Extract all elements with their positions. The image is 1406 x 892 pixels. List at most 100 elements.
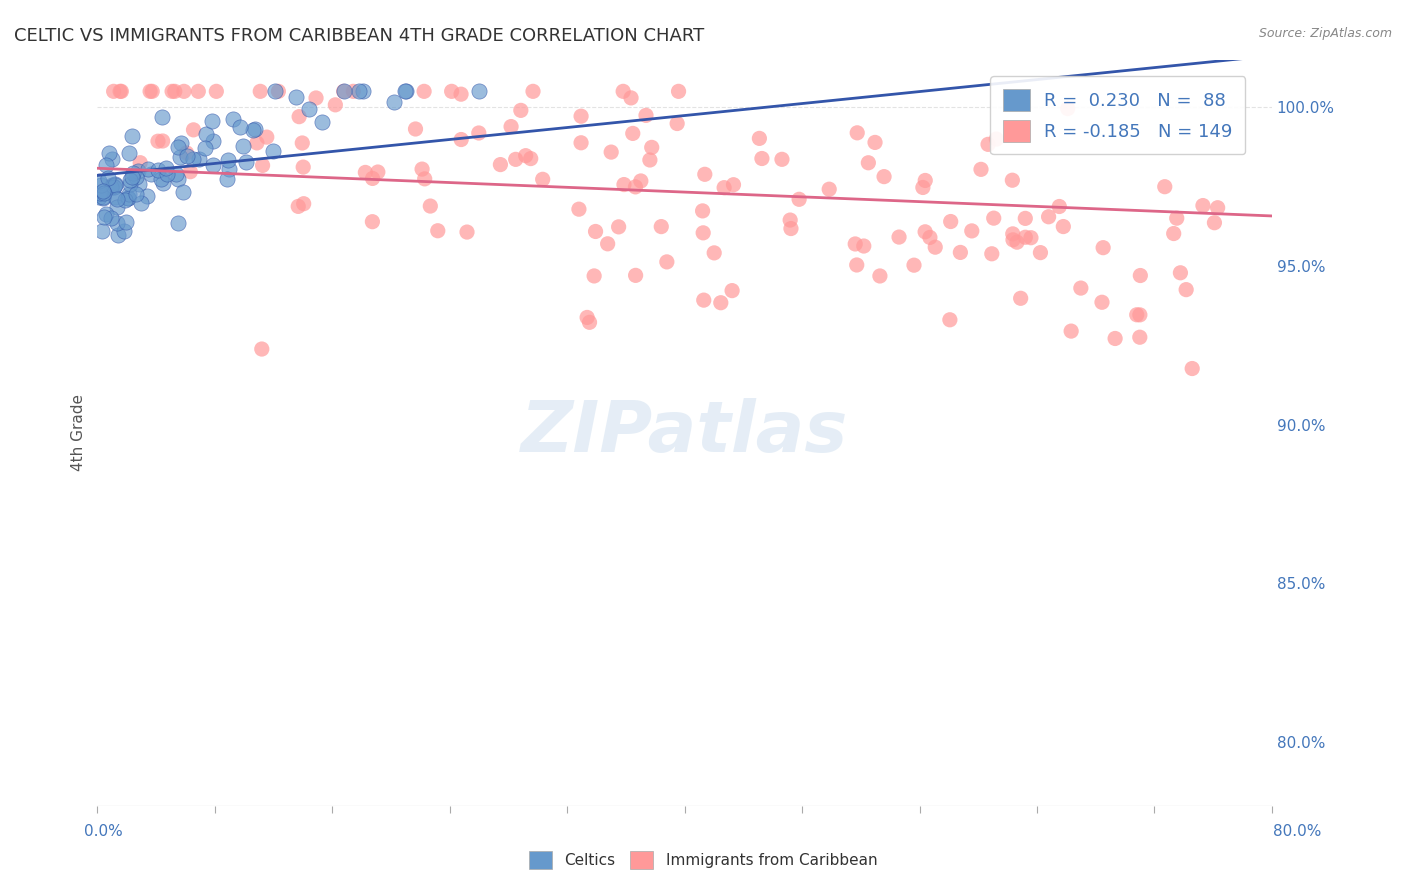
Point: [217, 172, 239, 186]
Point: [1052, 219, 1074, 234]
Point: [650, 219, 672, 234]
Point: [903, 258, 925, 272]
Point: [176, 145, 198, 160]
Point: [939, 312, 962, 326]
Point: [243, 122, 266, 136]
Point: [1129, 330, 1152, 344]
Point: [101, 178, 124, 193]
Point: [630, 174, 652, 188]
Point: [138, 161, 160, 176]
Point: [569, 109, 592, 123]
Point: [118, 146, 141, 161]
Point: [125, 187, 148, 202]
Point: [1129, 268, 1152, 283]
Legend: R =  0.230   N =  88, R = -0.185   N = 149: R = 0.230 N = 88, R = -0.185 N = 149: [990, 76, 1246, 154]
Point: [104, 190, 127, 204]
Point: [1047, 200, 1070, 214]
Point: [1163, 227, 1185, 241]
Point: [1125, 308, 1147, 322]
Point: [361, 171, 384, 186]
Point: [128, 177, 150, 191]
Point: [624, 180, 647, 194]
Point: [367, 165, 389, 179]
Point: [108, 84, 131, 98]
Point: [780, 221, 803, 235]
Point: [1206, 201, 1229, 215]
Point: [621, 127, 644, 141]
Point: [873, 169, 896, 184]
Point: [121, 129, 143, 144]
Point: [105, 200, 128, 214]
Point: [305, 91, 328, 105]
Point: [139, 168, 162, 182]
Point: [91, 192, 114, 206]
Point: [612, 84, 634, 98]
Point: [97, 146, 120, 161]
Point: [949, 245, 972, 260]
Point: [655, 255, 678, 269]
Point: [112, 224, 135, 238]
Point: [129, 196, 152, 211]
Point: [846, 126, 869, 140]
Point: [1038, 210, 1060, 224]
Point: [156, 167, 179, 181]
Point: [620, 91, 643, 105]
Point: [468, 84, 491, 98]
Point: [160, 84, 183, 98]
Point: [101, 153, 124, 167]
Point: [284, 89, 307, 103]
Point: [624, 268, 647, 283]
Point: [980, 247, 1002, 261]
Point: [668, 84, 690, 98]
Point: [155, 161, 177, 176]
Point: [863, 136, 886, 150]
Point: [136, 189, 159, 203]
Point: [569, 136, 592, 150]
Point: [361, 215, 384, 229]
Point: [354, 165, 377, 179]
Point: [576, 310, 599, 325]
Point: [939, 214, 962, 228]
Point: [97, 170, 120, 185]
Point: [141, 84, 163, 98]
Point: [256, 130, 278, 145]
Point: [298, 102, 321, 116]
Point: [235, 155, 257, 169]
Point: [118, 186, 141, 201]
Point: [163, 84, 186, 98]
Text: CELTIC VS IMMIGRANTS FROM CARIBBEAN 4TH GRADE CORRELATION CHART: CELTIC VS IMMIGRANTS FROM CARIBBEAN 4TH …: [14, 27, 704, 45]
Point: [121, 170, 143, 185]
Point: [117, 192, 139, 206]
Point: [1001, 173, 1024, 187]
Point: [179, 164, 201, 178]
Point: [187, 84, 209, 98]
Point: [1181, 361, 1204, 376]
Point: [105, 192, 128, 206]
Point: [352, 84, 374, 98]
Point: [90, 178, 112, 193]
Point: [751, 152, 773, 166]
Point: [983, 211, 1005, 226]
Point: [395, 84, 418, 98]
Text: 0.0%: 0.0%: [84, 824, 124, 838]
Point: [713, 180, 735, 194]
Point: [333, 84, 356, 98]
Point: [146, 162, 169, 177]
Point: [287, 199, 309, 213]
Point: [1153, 179, 1175, 194]
Point: [1019, 231, 1042, 245]
Point: [93, 211, 115, 225]
Point: [666, 116, 689, 130]
Point: [114, 194, 136, 208]
Point: [858, 155, 880, 169]
Point: [349, 84, 371, 98]
Point: [568, 202, 591, 217]
Point: [522, 84, 544, 98]
Point: [288, 110, 311, 124]
Point: [960, 224, 983, 238]
Point: [1175, 283, 1198, 297]
Point: [693, 167, 716, 181]
Point: [413, 84, 436, 98]
Text: ZIPatlas: ZIPatlas: [522, 398, 848, 467]
Point: [176, 149, 198, 163]
